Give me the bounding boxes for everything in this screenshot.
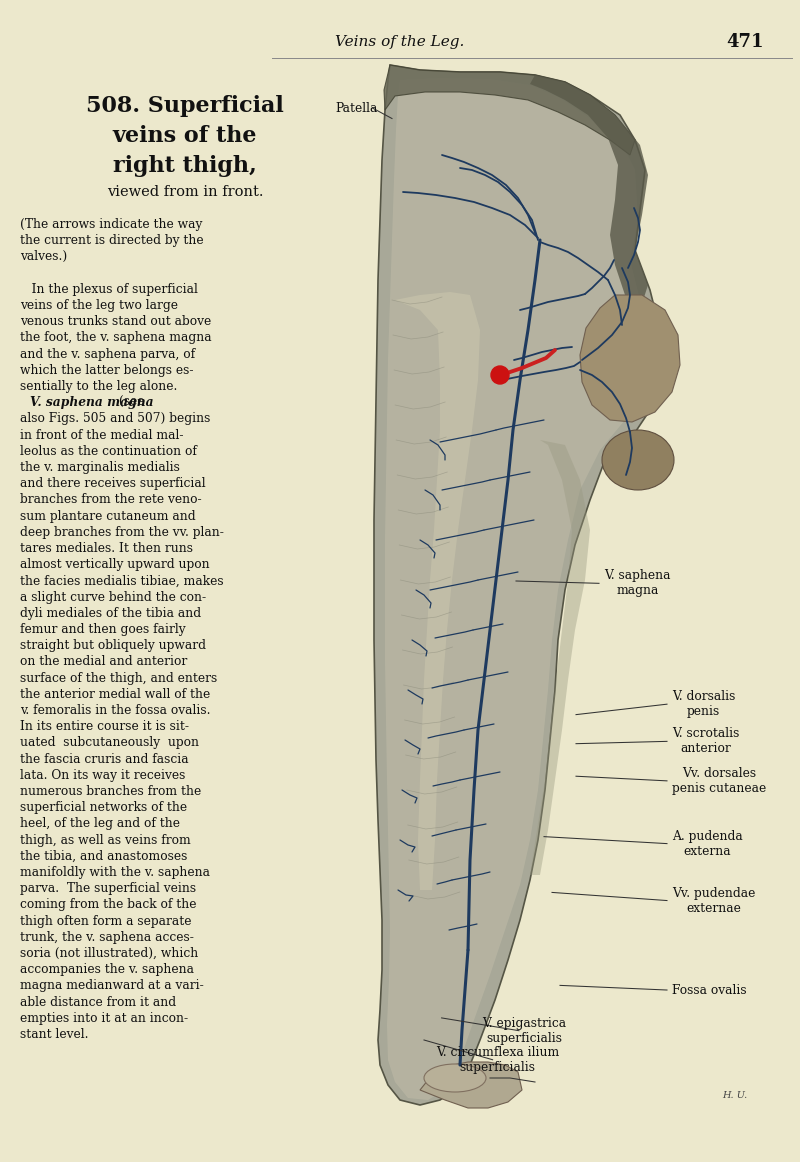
Polygon shape — [420, 1062, 522, 1109]
Text: which the latter belongs es-: which the latter belongs es- — [20, 364, 194, 376]
Ellipse shape — [424, 1064, 486, 1092]
Text: sentially to the leg alone.: sentially to the leg alone. — [20, 380, 178, 393]
Text: viewed from in front.: viewed from in front. — [106, 185, 263, 199]
Text: the foot, the v. saphena magna: the foot, the v. saphena magna — [20, 331, 212, 344]
Text: H. U.: H. U. — [722, 1091, 748, 1100]
Text: sum plantare cutaneum and: sum plantare cutaneum and — [20, 510, 196, 523]
Text: deep branches from the vv. plan-: deep branches from the vv. plan- — [20, 525, 224, 539]
Text: Vv. dorsales
penis cutaneae: Vv. dorsales penis cutaneae — [672, 767, 766, 795]
Text: valves.): valves.) — [20, 250, 67, 264]
Text: thigh often form a separate: thigh often form a separate — [20, 914, 191, 927]
Text: on the medial and anterior: on the medial and anterior — [20, 655, 187, 668]
Text: veins of the: veins of the — [113, 125, 258, 148]
Text: femur and then goes fairly: femur and then goes fairly — [20, 623, 186, 636]
Text: uated  subcutaneously  upon: uated subcutaneously upon — [20, 737, 199, 749]
Text: the facies medialis tibiae, makes: the facies medialis tibiae, makes — [20, 574, 224, 588]
Text: also Figs. 505 and 507) begins: also Figs. 505 and 507) begins — [20, 413, 210, 425]
Text: In its entire course it is sit-: In its entire course it is sit- — [20, 720, 189, 733]
Text: A. pudenda
externa: A. pudenda externa — [672, 830, 742, 858]
Text: and the v. saphena parva, of: and the v. saphena parva, of — [20, 347, 195, 360]
Text: v. femoralis in the fossa ovalis.: v. femoralis in the fossa ovalis. — [20, 704, 210, 717]
Text: veins of the leg two large: veins of the leg two large — [20, 299, 178, 313]
Text: Veins of the Leg.: Veins of the Leg. — [335, 35, 465, 49]
Text: Patella: Patella — [335, 101, 378, 115]
Text: V. saphena magna: V. saphena magna — [30, 396, 154, 409]
Text: V. scrotalis
anterior: V. scrotalis anterior — [672, 727, 739, 755]
Text: thigh, as well as veins from: thigh, as well as veins from — [20, 833, 190, 847]
Text: V. saphena
magna: V. saphena magna — [604, 569, 670, 597]
Ellipse shape — [602, 430, 674, 490]
Text: surface of the thigh, and enters: surface of the thigh, and enters — [20, 672, 218, 684]
Polygon shape — [384, 65, 635, 155]
Text: empties into it at an incon-: empties into it at an incon- — [20, 1012, 188, 1025]
Text: coming from the back of the: coming from the back of the — [20, 898, 197, 911]
Text: the anterior medial wall of the: the anterior medial wall of the — [20, 688, 210, 701]
Text: venous trunks stand out above: venous trunks stand out above — [20, 315, 211, 328]
Polygon shape — [580, 295, 680, 422]
Text: the tibia, and anastomoses: the tibia, and anastomoses — [20, 849, 187, 863]
Text: soria (not illustrated), which: soria (not illustrated), which — [20, 947, 198, 960]
Text: right thigh,: right thigh, — [113, 155, 257, 177]
Polygon shape — [374, 65, 660, 1105]
Polygon shape — [385, 78, 648, 1100]
Text: manifoldly with the v. saphena: manifoldly with the v. saphena — [20, 866, 210, 878]
Text: numerous branches from the: numerous branches from the — [20, 786, 202, 798]
Circle shape — [491, 366, 509, 383]
Text: leolus as the continuation of: leolus as the continuation of — [20, 445, 197, 458]
Text: trunk, the v. saphena acces-: trunk, the v. saphena acces- — [20, 931, 194, 944]
Text: V. dorsalis
penis: V. dorsalis penis — [672, 690, 735, 718]
Text: parva.  The superficial veins: parva. The superficial veins — [20, 882, 196, 895]
Text: and there receives superficial: and there receives superficial — [20, 478, 206, 490]
Text: Vv. pudendae
externae: Vv. pudendae externae — [672, 887, 755, 914]
Text: a slight curve behind the con-: a slight curve behind the con- — [20, 590, 206, 603]
Text: stant level.: stant level. — [20, 1028, 89, 1041]
Text: superficial networks of the: superficial networks of the — [20, 802, 187, 815]
Text: able distance from it and: able distance from it and — [20, 996, 176, 1009]
Text: accompanies the v. saphena: accompanies the v. saphena — [20, 963, 194, 976]
Text: lata. On its way it receives: lata. On its way it receives — [20, 769, 186, 782]
Polygon shape — [395, 292, 480, 890]
Text: the v. marginalis medialis: the v. marginalis medialis — [20, 461, 180, 474]
Text: Fossa ovalis: Fossa ovalis — [672, 983, 746, 997]
Text: branches from the rete veno-: branches from the rete veno- — [20, 494, 202, 507]
Text: the current is directed by the: the current is directed by the — [20, 235, 204, 248]
Text: 471: 471 — [726, 33, 764, 51]
Text: in front of the medial mal-: in front of the medial mal- — [20, 429, 183, 442]
Text: magna medianward at a vari-: magna medianward at a vari- — [20, 980, 204, 992]
Text: almost vertically upward upon: almost vertically upward upon — [20, 558, 210, 572]
Polygon shape — [530, 440, 590, 875]
Text: straight but obliquely upward: straight but obliquely upward — [20, 639, 206, 652]
Text: (see: (see — [115, 396, 145, 409]
Text: the fascia cruris and fascia: the fascia cruris and fascia — [20, 753, 189, 766]
Text: 508. Superficial: 508. Superficial — [86, 95, 284, 117]
Text: V. epigastrica
superficialis: V. epigastrica superficialis — [482, 1017, 566, 1045]
Text: (The arrows indicate the way: (The arrows indicate the way — [20, 218, 202, 231]
Text: heel, of the leg and of the: heel, of the leg and of the — [20, 817, 180, 831]
Text: V. circumflexa ilium
superficialis: V. circumflexa ilium superficialis — [436, 1046, 559, 1074]
Text: dyli mediales of the tibia and: dyli mediales of the tibia and — [20, 607, 201, 619]
Text: In the plexus of superficial: In the plexus of superficial — [20, 282, 198, 296]
Text: tares mediales. It then runs: tares mediales. It then runs — [20, 541, 193, 555]
Polygon shape — [530, 76, 648, 310]
